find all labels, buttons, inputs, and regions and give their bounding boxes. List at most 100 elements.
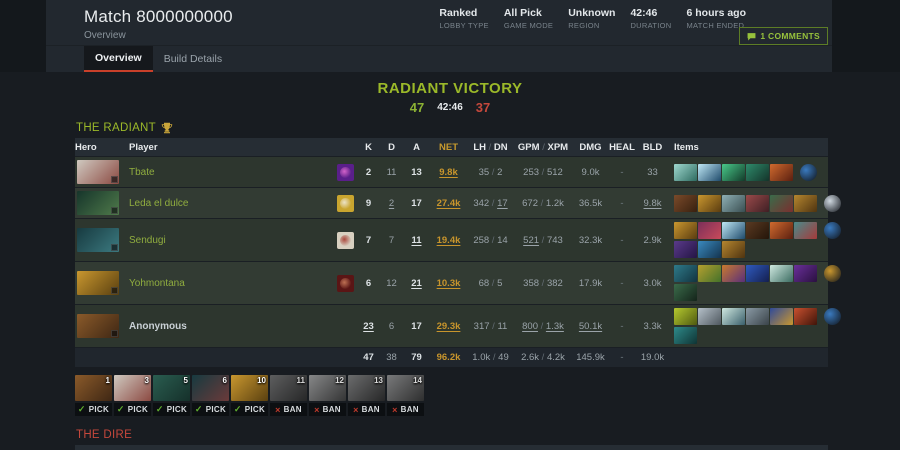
dmg-value: 17.9k	[578, 277, 603, 289]
comments-button[interactable]: 1 COMMENTS	[739, 27, 828, 45]
draft-hero-portrait[interactable]: 5	[153, 375, 190, 401]
match-meta: Ranked LOBBY TYPE All Pick GAME MODE Unknown…	[439, 7, 746, 30]
col-net: NET	[439, 141, 458, 153]
item-icon	[698, 163, 721, 181]
hero-portrait[interactable]	[77, 271, 119, 295]
col-k: K	[365, 141, 372, 153]
col-d: D	[388, 141, 395, 153]
dmg-value: 36.5k	[578, 197, 603, 209]
draft-order-number: 1	[105, 376, 110, 385]
backpack-line	[674, 284, 841, 301]
match-result: RADIANT VICTORY 47 42:46 37	[0, 80, 900, 115]
player-name-link[interactable]: Sendugi	[129, 234, 166, 246]
draft-order-number: 13	[374, 376, 383, 385]
hero-portrait[interactable]	[77, 191, 119, 215]
meta-label: MATCH ENDED	[686, 21, 745, 30]
title-block: Match 8000000000 Overview	[84, 7, 233, 41]
gpm-xpm-cell-a: 358	[523, 277, 540, 289]
item-icon	[794, 308, 817, 325]
col-bld: BLD	[642, 141, 663, 153]
dmg-cell: 17.9k	[572, 278, 609, 289]
col-lh-dn-b: DN	[493, 141, 508, 153]
hero-portrait[interactable]	[77, 160, 119, 184]
a-cell: 17	[403, 321, 430, 332]
item-icon	[794, 222, 817, 239]
col-lh-dn-a: LH	[473, 449, 486, 450]
backpack-item-icon	[698, 241, 721, 258]
gpm-xpm-cell-sep: /	[537, 320, 546, 332]
col-bld: BLD	[635, 449, 670, 450]
draft-cell: 1 ✓ PICK	[75, 375, 113, 416]
d-cell: 7	[380, 235, 403, 246]
totals-net: 96.2k	[430, 352, 467, 363]
d-cell: 2	[380, 198, 403, 209]
draft-label-text: PICK	[244, 405, 266, 414]
bld-value: 9.8k	[643, 197, 662, 209]
k-cell: 9	[357, 198, 380, 209]
item-icon	[722, 163, 745, 181]
lh-dn-cell-a: 35	[478, 166, 490, 178]
col-hero: Hero	[75, 449, 121, 450]
backpack-item-icon	[674, 327, 697, 344]
col-d: D	[380, 449, 403, 450]
d-value: 12	[386, 277, 397, 289]
meta-value: All Pick	[503, 7, 542, 19]
draft-hero-portrait[interactable]: 3	[114, 375, 151, 401]
draft-hero-portrait[interactable]: 6	[192, 375, 229, 401]
items-line	[674, 222, 841, 239]
totals-k-value: 47	[363, 352, 374, 363]
draft-hero-portrait[interactable]: 10	[231, 375, 268, 401]
draft-hero-portrait[interactable]: 1	[75, 375, 112, 401]
draft-hero-portrait[interactable]: 14	[387, 375, 424, 401]
col-gpm-xpm-a: GPM	[518, 449, 540, 450]
a-cell: 11	[403, 235, 430, 246]
item-icon	[722, 265, 745, 282]
tab-overview[interactable]: Overview	[84, 46, 153, 72]
a-value: 11	[411, 234, 422, 246]
player-row: Anonymous 23 6 17 29.3k 317 / 11 800 / 1.3k 50.…	[75, 304, 841, 347]
tab-build-details[interactable]: Build Details	[163, 53, 223, 65]
net-cell: 9.8k	[430, 167, 467, 178]
gpm-xpm-cell-a: 253	[523, 166, 540, 178]
hero-badge	[111, 176, 118, 183]
draft-label-text: BAN	[322, 405, 341, 414]
hero-cell	[75, 314, 121, 338]
player-name-link[interactable]: Leda el dulce	[129, 197, 189, 209]
hero-portrait[interactable]	[77, 228, 119, 252]
a-cell: 17	[403, 198, 430, 209]
facet-icon	[336, 274, 354, 292]
draft-order-number: 14	[413, 376, 422, 385]
items-cell	[670, 163, 828, 181]
col-gpm-xpm-a: GPM	[517, 141, 540, 153]
a-value: 17	[411, 320, 422, 332]
items-cell	[670, 265, 841, 301]
d-cell: 12	[380, 278, 403, 289]
item-icon	[674, 265, 697, 282]
gpm-xpm-cell: 800 / 1.3k	[514, 321, 572, 332]
meta-item-game-mode: All Pick GAME MODE	[504, 7, 553, 30]
lh-dn-cell-sep: /	[489, 277, 498, 289]
lh-dn-cell-sep: /	[489, 320, 498, 332]
gpm-xpm-cell-a: 521	[523, 234, 540, 246]
item-icon	[722, 308, 745, 325]
player-name-link[interactable]: Tbate	[129, 166, 155, 178]
meta-item-duration: 42:46 DURATION	[630, 7, 671, 30]
player-name-link[interactable]: Anonymous	[129, 320, 187, 332]
draft-hero-portrait[interactable]: 13	[348, 375, 385, 401]
col-net: NET	[430, 449, 467, 450]
meta-label: DURATION	[630, 21, 672, 30]
facet-cell	[333, 231, 357, 249]
dmg-value: 32.3k	[578, 234, 603, 246]
bld-value: 3.0k	[643, 277, 662, 289]
ban-label: × BAN	[348, 403, 385, 416]
hero-portrait[interactable]	[77, 314, 119, 338]
gpm-xpm-cell-a: 800	[522, 320, 538, 332]
draft-hero-portrait[interactable]: 11	[270, 375, 307, 401]
item-icon	[698, 308, 721, 325]
items-line	[674, 194, 841, 212]
player-name-link[interactable]: Yohmontana	[129, 277, 185, 289]
player-row: Tbate 2 11 13 9.8k 35 / 2 253 / 512 9.0k -33	[75, 156, 828, 187]
totals-d: 38	[380, 352, 403, 363]
draft-hero-portrait[interactable]: 12	[309, 375, 346, 401]
